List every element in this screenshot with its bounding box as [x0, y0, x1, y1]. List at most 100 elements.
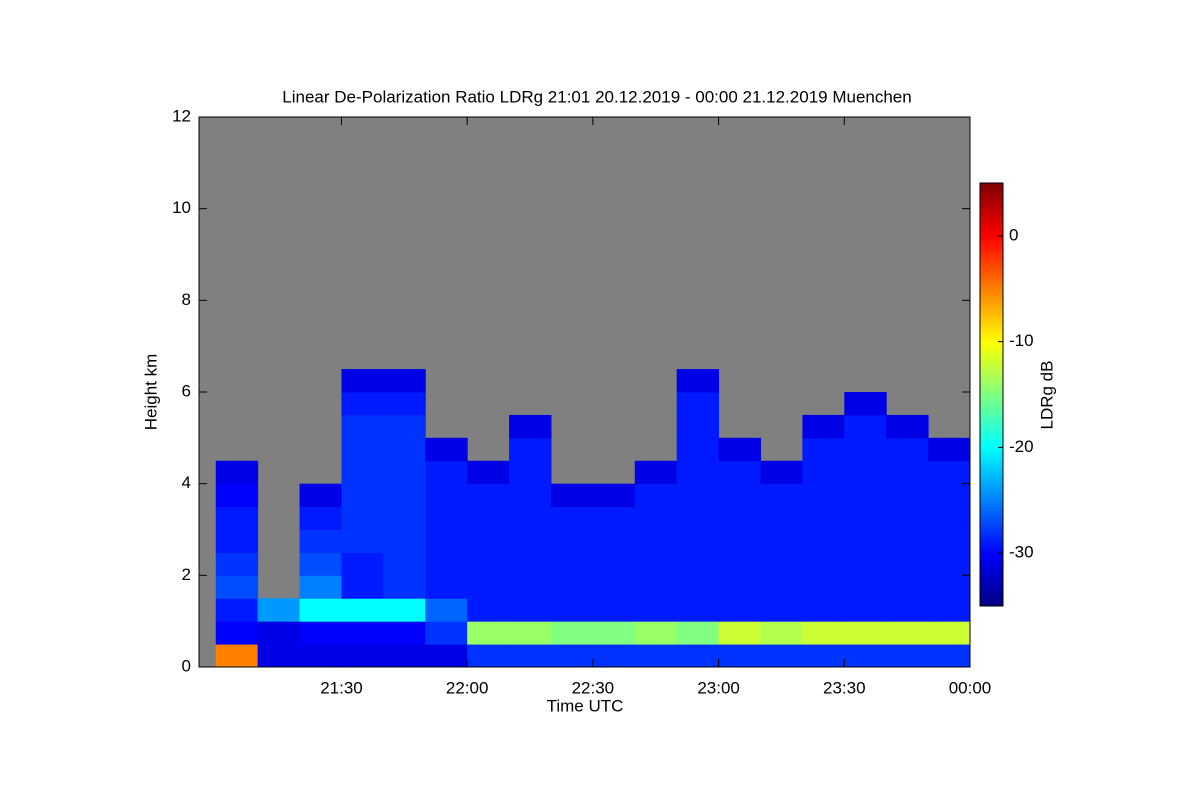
heatmap-cell [802, 506, 845, 530]
colorbar-swatch [980, 214, 1003, 219]
heatmap-cell [886, 621, 929, 645]
x-axis-label: Time UTC [547, 696, 624, 715]
heatmap-cell [467, 598, 510, 622]
x-tick-label: 21:30 [320, 678, 363, 697]
heatmap-cell [550, 483, 594, 508]
colorbar-swatch [980, 468, 1003, 473]
heatmap-cell [467, 529, 510, 553]
heatmap-cell [928, 598, 971, 622]
colorbar-swatch [980, 190, 1003, 195]
heatmap-cell [509, 575, 552, 599]
colorbar-swatch [980, 193, 1003, 198]
colorbar-swatch [980, 387, 1003, 392]
heatmap-cell [718, 598, 761, 622]
colorbar-swatch [980, 225, 1003, 230]
colorbar-swatch [980, 598, 1003, 603]
heatmap-cell [676, 529, 720, 553]
heatmap-cell [509, 644, 552, 668]
colorbar-swatch [980, 398, 1003, 403]
heatmap-cell [634, 598, 678, 622]
colorbar-label: LDRg dB [1037, 361, 1056, 430]
heatmap-cell [718, 506, 761, 530]
heatmap-cell [341, 598, 384, 622]
heatmap-cell [634, 529, 678, 553]
heatmap-cell [425, 506, 468, 530]
heatmap-cell [550, 644, 594, 668]
heatmap-cell [886, 506, 929, 530]
heatmap-cell [676, 369, 720, 393]
heatmap-cell [802, 529, 845, 553]
heatmap-cell [425, 621, 468, 645]
y-axis-label: Height km [141, 354, 160, 431]
heatmap-cell [844, 483, 887, 508]
heatmap-cell [341, 529, 384, 553]
colorbar-swatch [980, 253, 1003, 258]
heatmap-cell [802, 575, 845, 599]
heatmap-cell [592, 598, 636, 622]
heatmap-cell [844, 529, 887, 553]
heatmap-cell [299, 621, 342, 645]
heatmap-cell [844, 644, 887, 668]
heatmap-cell [886, 598, 929, 622]
colorbar-swatch [980, 200, 1003, 205]
heatmap-cell [718, 552, 761, 576]
colorbar-swatch [980, 320, 1003, 325]
heatmap-cell [341, 369, 384, 393]
heatmap-cell [592, 575, 636, 599]
heatmap-cell [676, 598, 720, 622]
heatmap-cell [299, 529, 342, 553]
heatmap-cell [676, 644, 720, 668]
colorbar-swatch [980, 443, 1003, 448]
heatmap-cell [341, 575, 384, 599]
heatmap-cell [676, 552, 720, 576]
colorbar-tick-label: -10 [1009, 331, 1034, 350]
colorbar-swatch [980, 524, 1003, 529]
colorbar-swatch [980, 493, 1003, 498]
heatmap-cell [802, 414, 845, 439]
colorbar-swatch [980, 380, 1003, 385]
heatmap-cell [257, 621, 301, 645]
heatmap-cell [467, 575, 510, 599]
y-tick-label: 0 [182, 656, 191, 675]
heatmap-cell [592, 483, 636, 508]
heatmap-cell [676, 506, 720, 530]
colorbar-swatch [980, 433, 1003, 438]
colorbar-swatch [980, 246, 1003, 251]
colorbar-swatch [980, 528, 1003, 533]
heatmap-cell [760, 575, 803, 599]
heatmap-cell [760, 598, 803, 622]
colorbar-swatch [980, 503, 1003, 508]
colorbar-swatch [980, 249, 1003, 254]
colorbar-frame [979, 182, 1004, 607]
heatmap-cell [718, 437, 761, 462]
heatmap-cell [299, 506, 342, 530]
heatmap-cell [760, 644, 803, 668]
heatmap-cell [299, 598, 342, 622]
heatmap-cell [215, 644, 259, 668]
colorbar-swatch [980, 211, 1003, 216]
heatmap-cell [676, 483, 720, 508]
heatmap-cell [592, 644, 636, 668]
heatmap-cell [802, 644, 845, 668]
colorbar-swatch [980, 489, 1003, 494]
x-tick-label: 22:30 [572, 678, 615, 697]
heatmap-cell [550, 575, 594, 599]
colorbar-swatch [980, 549, 1003, 554]
colorbar-swatch [980, 450, 1003, 455]
heatmap-cell [383, 506, 426, 530]
colorbar-swatch [980, 595, 1003, 600]
heatmap-cell [844, 575, 887, 599]
heatmap-cell [676, 392, 720, 416]
heatmap-cell [550, 621, 594, 645]
y-tick-label: 12 [172, 106, 191, 125]
heatmap-cell [509, 506, 552, 530]
heatmap-cell [467, 506, 510, 530]
heatmap-cell [383, 529, 426, 553]
colorbar-swatch [980, 426, 1003, 431]
colorbar-swatch [980, 267, 1003, 272]
colorbar-tick-label: 0 [1009, 225, 1018, 244]
colorbar-swatch [980, 274, 1003, 279]
colorbar-swatch [980, 479, 1003, 484]
heatmap-cell [341, 483, 384, 508]
heatmap-cell [760, 460, 803, 485]
